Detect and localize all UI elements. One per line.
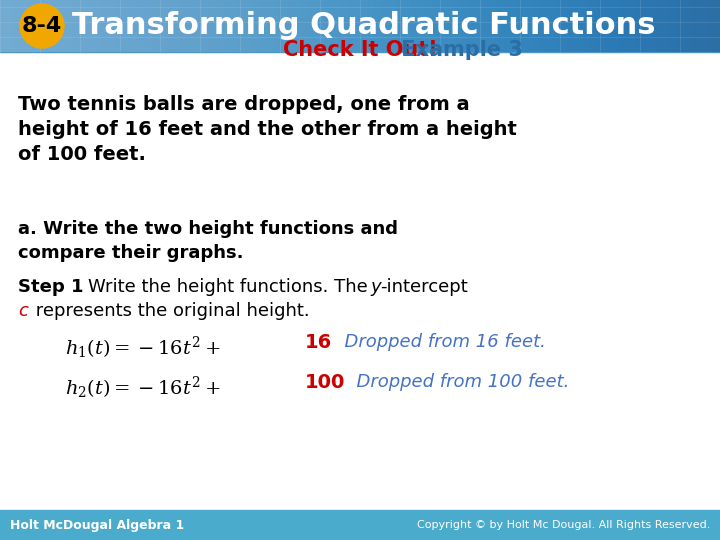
- Text: a. Write the two height functions and
compare their graphs.: a. Write the two height functions and co…: [18, 220, 398, 261]
- Text: Dropped from 16 feet.: Dropped from 16 feet.: [333, 333, 546, 351]
- Text: Two tennis balls are dropped, one from a
height of 16 feet and the other from a : Two tennis balls are dropped, one from a…: [18, 95, 517, 164]
- Text: Holt McDougal Algebra 1: Holt McDougal Algebra 1: [10, 518, 184, 531]
- Bar: [0, 0, 720, 52]
- Text: 100: 100: [305, 373, 346, 392]
- Text: represents the original height.: represents the original height.: [30, 302, 310, 320]
- Text: Step 1: Step 1: [18, 278, 84, 296]
- Text: Transforming Quadratic Functions: Transforming Quadratic Functions: [72, 11, 655, 40]
- Text: 16: 16: [305, 333, 332, 352]
- Text: Dropped from 100 feet.: Dropped from 100 feet.: [345, 373, 570, 391]
- Text: Check It Out!: Check It Out!: [283, 40, 437, 60]
- Text: y: y: [370, 278, 381, 296]
- Text: $h_2(t) = -16t^2 + $: $h_2(t) = -16t^2 + $: [65, 375, 220, 401]
- Text: Example 3: Example 3: [394, 40, 523, 60]
- Text: -intercept: -intercept: [380, 278, 468, 296]
- Bar: [0, 510, 720, 540]
- Text: 8-4: 8-4: [22, 16, 62, 36]
- Circle shape: [20, 4, 64, 48]
- FancyBboxPatch shape: [0, 0, 720, 52]
- Text: Copyright © by Holt Mc Dougal. All Rights Reserved.: Copyright © by Holt Mc Dougal. All Right…: [417, 520, 710, 530]
- Text: $h_1(t) = -16t^2 + $: $h_1(t) = -16t^2 + $: [65, 335, 220, 361]
- Text: Write the height functions. The: Write the height functions. The: [88, 278, 374, 296]
- Text: c: c: [18, 302, 28, 320]
